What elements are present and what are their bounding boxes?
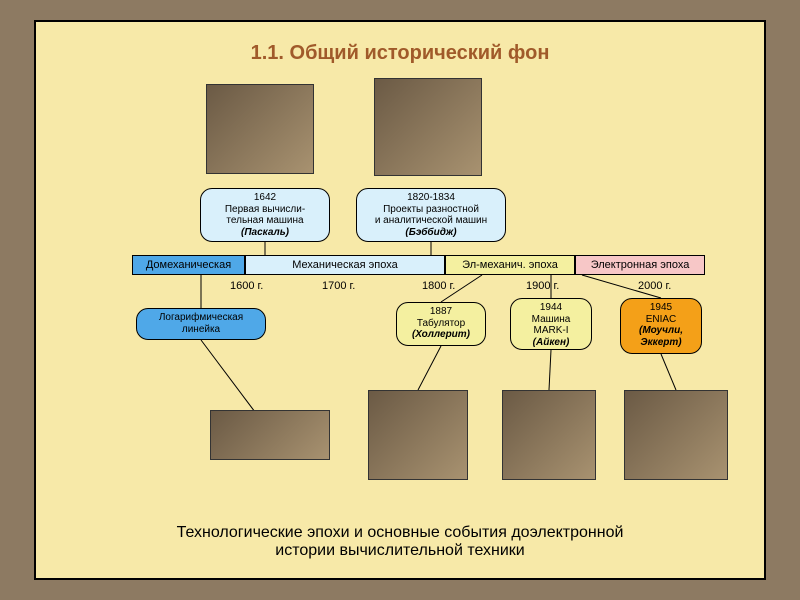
slide-title: 1.1. Общий исторический фон [36, 42, 764, 65]
event-card-hollerith: 1887Табулятор(Холлерит) [396, 302, 486, 346]
subtitle-line1: Технологические эпохи и основные события… [177, 524, 624, 541]
timeline-tick-label: 1600 г. [230, 280, 263, 292]
image-placeholder-hollerith [368, 390, 468, 480]
slide-subtitle: Технологические эпохи и основные события… [36, 524, 764, 560]
image-placeholder-eniac [624, 390, 728, 480]
connector-line [549, 350, 551, 390]
timeline-tick-label: 1900 г. [526, 280, 559, 292]
timeline-tick-label: 1800 г. [422, 280, 455, 292]
image-placeholder-pascal [206, 84, 314, 174]
image-placeholder-sliderule [210, 410, 330, 460]
event-card-mark1: 1944МашинаMARK-I(Айкен) [510, 298, 592, 350]
connector-line [661, 354, 676, 390]
era-segment: Эл-механич. эпоха [445, 255, 575, 275]
subtitle-line2: истории вычислительной техники [275, 542, 524, 559]
era-segment: Электронная эпоха [575, 255, 705, 275]
event-card-pascal: 1642Первая вычисли-тельная машина(Паскал… [200, 188, 330, 242]
image-placeholder-mark1 [502, 390, 596, 480]
era-segment: Механическая эпоха [245, 255, 445, 275]
event-card-sliderule: Логарифмическаялинейка [136, 308, 266, 340]
event-card-eniac: 1945ENIAC(Моучли,Эккерт) [620, 298, 702, 354]
connector-line [418, 346, 441, 390]
timeline-tick-label: 2000 г. [638, 280, 671, 292]
timeline-era-bar: ДомеханическаяМеханическая эпохаЭл-механ… [132, 255, 705, 275]
slide-outer: 1.1. Общий исторический фон Домеханическ… [0, 0, 800, 600]
slide-inner: 1.1. Общий исторический фон Домеханическ… [34, 20, 766, 580]
timeline-tick-label: 1700 г. [322, 280, 355, 292]
era-segment: Домеханическая [132, 255, 245, 275]
event-card-babbage: 1820-1834Проекты разностнойи аналитическ… [356, 188, 506, 242]
image-placeholder-babbage [374, 78, 482, 176]
